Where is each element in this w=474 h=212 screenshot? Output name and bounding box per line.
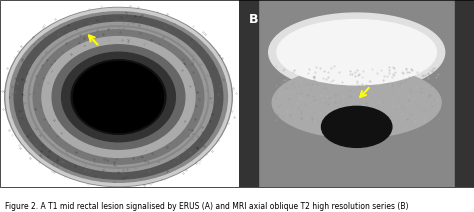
- Text: Figure 2. A T1 mid rectal lesion signalised by ERUS (A) and MRI axial oblique T2: Figure 2. A T1 mid rectal lesion signali…: [5, 202, 408, 211]
- Circle shape: [5, 7, 232, 187]
- Circle shape: [24, 22, 213, 172]
- Text: B: B: [249, 13, 258, 26]
- Circle shape: [73, 61, 164, 132]
- Ellipse shape: [321, 106, 392, 147]
- Circle shape: [71, 60, 166, 134]
- Bar: [455, 0, 474, 187]
- Bar: [239, 0, 258, 187]
- Circle shape: [52, 45, 185, 149]
- Circle shape: [14, 15, 223, 179]
- Circle shape: [33, 30, 204, 164]
- Circle shape: [83, 69, 154, 125]
- Ellipse shape: [272, 67, 441, 138]
- Text: A: A: [9, 13, 19, 26]
- Ellipse shape: [277, 20, 437, 85]
- Circle shape: [43, 37, 194, 157]
- Circle shape: [62, 52, 175, 142]
- Ellipse shape: [269, 13, 445, 91]
